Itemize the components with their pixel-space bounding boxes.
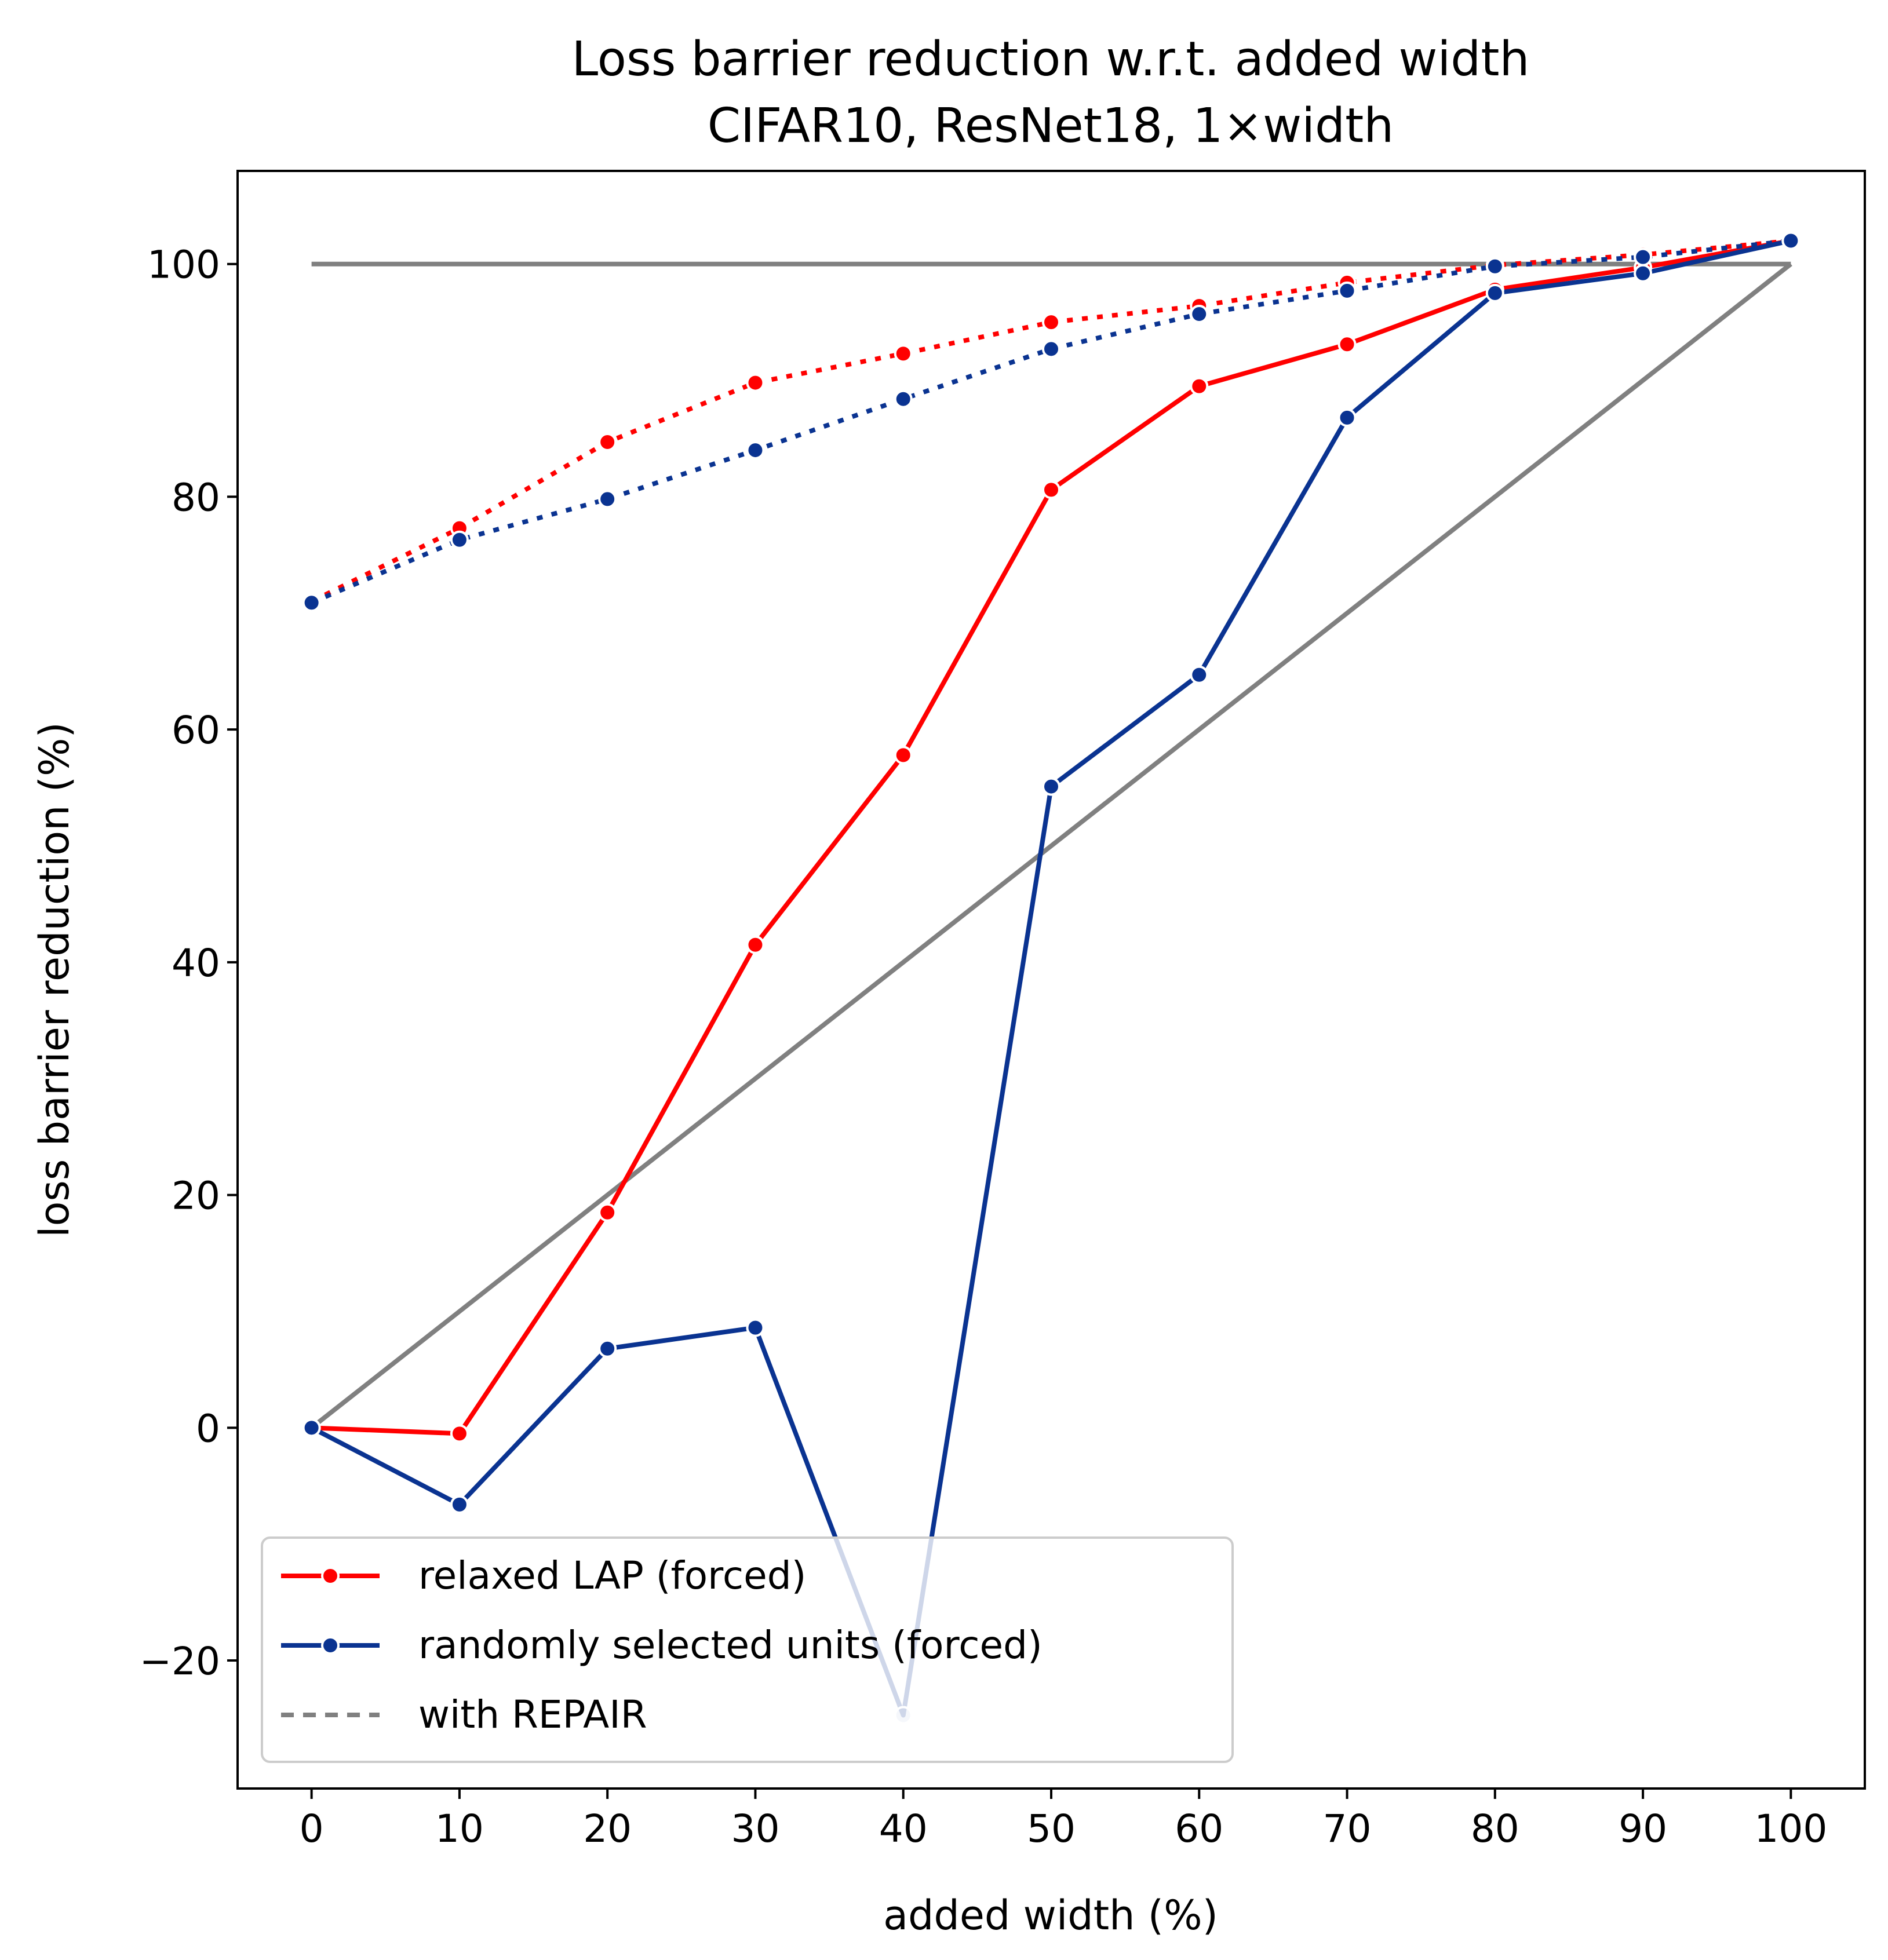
series-2-point-9 — [1634, 264, 1653, 283]
series-0-point-6 — [1190, 377, 1209, 396]
reference-lines — [310, 261, 1792, 1430]
chart-title: Loss barrier reduction w.r.t. added widt… — [572, 32, 1530, 87]
series-1-point-2 — [598, 433, 617, 452]
y-tick-label-3: 40 — [172, 941, 220, 986]
y-tick-label-4: 60 — [172, 708, 220, 753]
x-tick-label-9: 90 — [1619, 1806, 1667, 1851]
series-1-point-3 — [746, 373, 765, 392]
legend-entries: relaxed LAP (forced) randomly selected un… — [281, 1553, 1043, 1737]
series-3-point-9 — [1634, 247, 1653, 267]
y-tick-label-2: 20 — [172, 1174, 220, 1218]
y-tick-label-0: −20 — [140, 1639, 220, 1684]
series-3-point-0 — [302, 593, 321, 612]
series-2-point-6 — [1190, 665, 1209, 684]
legend-label-1: randomly selected units (forced) — [418, 1623, 1043, 1667]
x-tick-label-3: 30 — [731, 1806, 779, 1851]
x-tick-label-7: 70 — [1323, 1806, 1372, 1851]
series-line-3 — [311, 238, 1791, 605]
x-tick-label-1: 10 — [435, 1806, 484, 1851]
series-lines — [310, 238, 1792, 1718]
series-1-point-5 — [1042, 313, 1060, 332]
x-tick-label-5: 50 — [1027, 1806, 1076, 1851]
legend-marker-1 — [321, 1636, 340, 1655]
series-2-point-5 — [1042, 777, 1060, 796]
x-tick-label-4: 40 — [879, 1806, 928, 1851]
x-tick-label-8: 80 — [1471, 1806, 1519, 1851]
legend-label-0: relaxed LAP (forced) — [418, 1553, 806, 1598]
y-tick-label-5: 80 — [172, 475, 220, 520]
y-axis: −20 0 20 40 60 80 100 — [140, 243, 238, 1684]
series-2-point-3 — [746, 1318, 765, 1337]
legend-label-2: with REPAIR — [418, 1692, 647, 1737]
series-3-point-7 — [1337, 281, 1357, 300]
x-tick-label-2: 20 — [583, 1806, 632, 1851]
y-axis-label: loss barrier reduction (%) — [31, 722, 78, 1238]
series-3-point-4 — [894, 389, 913, 408]
series-0-point-3 — [746, 935, 765, 954]
series-3-point-10 — [1781, 231, 1800, 250]
series-2-point-8 — [1485, 283, 1504, 302]
series-0-point-1 — [450, 1424, 469, 1443]
series-0-point-2 — [598, 1203, 617, 1222]
series-3-point-6 — [1190, 305, 1209, 324]
series-2-point-7 — [1337, 408, 1357, 427]
y-tick-label-6: 100 — [147, 243, 220, 287]
x-axis-label: added width (%) — [883, 1892, 1218, 1939]
series-3-point-5 — [1042, 340, 1060, 359]
x-axis: 0 10 20 30 40 50 60 70 80 90 100 — [300, 1789, 1827, 1851]
series-2-point-1 — [450, 1495, 469, 1514]
chart-subtitle: CIFAR10, ResNet18, 1×width — [708, 98, 1394, 154]
series-2-point-2 — [598, 1339, 617, 1358]
series-3-point-8 — [1485, 257, 1504, 276]
legend-marker-0 — [321, 1567, 340, 1585]
series-0-point-4 — [894, 746, 913, 765]
legend-box — [261, 1536, 1234, 1763]
series-1-point-4 — [894, 344, 913, 363]
legend: relaxed LAP (forced) randomly selected un… — [261, 1536, 1234, 1763]
x-tick-label-0: 0 — [300, 1806, 324, 1851]
series-2-point-0 — [302, 1418, 321, 1437]
reference-line-1 — [310, 262, 1792, 1430]
series-0-point-7 — [1337, 335, 1357, 354]
series-3-point-2 — [598, 490, 617, 509]
series-markers — [302, 231, 1800, 1725]
series-0-point-5 — [1042, 480, 1060, 499]
x-tick-label-6: 60 — [1175, 1806, 1223, 1851]
x-tick-label-10: 100 — [1754, 1806, 1827, 1851]
series-line-1 — [310, 238, 1791, 604]
y-tick-label-1: 0 — [196, 1406, 220, 1451]
series-line-2 — [310, 238, 1792, 1718]
series-3-point-1 — [450, 530, 469, 549]
series-3-point-3 — [746, 441, 765, 460]
